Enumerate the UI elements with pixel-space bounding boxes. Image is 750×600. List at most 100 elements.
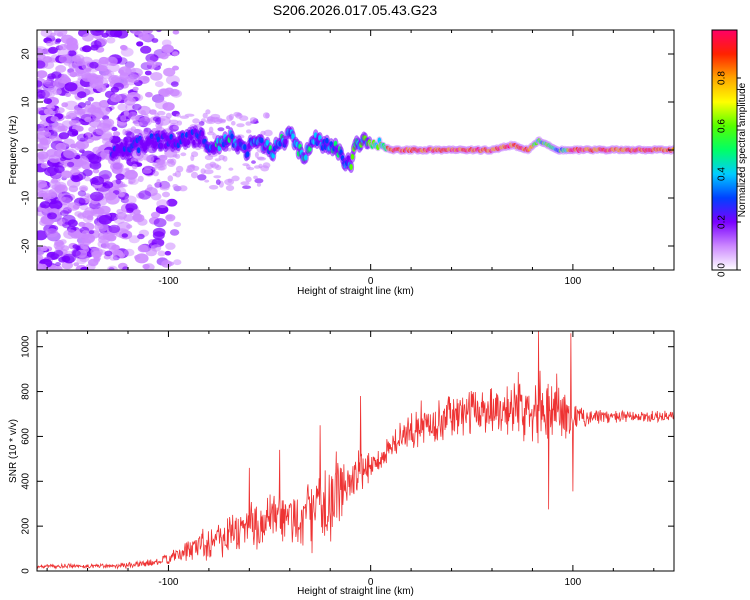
colorbar-tick-label: 0.4 bbox=[717, 167, 728, 181]
spectrogram-cell bbox=[144, 70, 152, 76]
spectrogram-cell bbox=[145, 53, 159, 63]
spectrogram-cell bbox=[72, 250, 81, 257]
spectrogram-cell bbox=[304, 154, 308, 161]
spectrogram-cell bbox=[122, 266, 129, 270]
spectrogram-cell bbox=[162, 102, 175, 111]
spectrogram-cell bbox=[170, 81, 179, 87]
spectrogram-cell bbox=[166, 214, 173, 220]
spectrogram-cell bbox=[134, 121, 143, 127]
spectrogram-cell bbox=[37, 127, 50, 136]
spectrogram-cell bbox=[110, 94, 122, 103]
x-tick-label: 0 bbox=[368, 577, 374, 588]
spectrogram-cell bbox=[284, 138, 288, 145]
spectrogram-cell bbox=[156, 110, 166, 116]
spectrogram-x-ticks: -100 0 100 bbox=[46, 30, 655, 287]
spectrogram-cell bbox=[37, 80, 43, 88]
spectrogram-cell bbox=[43, 79, 56, 88]
spectrogram-cell bbox=[110, 161, 124, 172]
snr-series-line bbox=[37, 331, 674, 570]
spectrogram-cells bbox=[37, 30, 674, 270]
spectrogram-cell bbox=[151, 94, 165, 103]
spectrogram-cell bbox=[146, 60, 155, 66]
spectrogram-cell bbox=[91, 176, 105, 186]
spectrogram-cell bbox=[155, 205, 169, 214]
spectrogram-cell bbox=[140, 45, 152, 54]
spectrogram-cell bbox=[45, 228, 59, 238]
spectrogram-cell bbox=[120, 44, 128, 51]
spectrogram-cell bbox=[263, 129, 273, 137]
spectrogram-cell bbox=[349, 164, 353, 170]
y-tick-label: -10 bbox=[21, 190, 32, 205]
spectrogram-cell bbox=[58, 132, 70, 140]
spectrogram-cell bbox=[84, 86, 96, 95]
spectrogram-cell bbox=[105, 69, 112, 74]
spectrogram-cell bbox=[120, 45, 129, 51]
spectrogram-cell bbox=[37, 207, 48, 217]
spectrogram-cell bbox=[155, 99, 169, 110]
spectrogram-cell bbox=[73, 262, 80, 267]
spectrogram-cell bbox=[59, 44, 68, 51]
spectrogram-cell bbox=[40, 163, 49, 169]
spectrogram-cell bbox=[161, 181, 167, 187]
spectrogram-cell bbox=[77, 91, 87, 99]
spectrogram-cell bbox=[123, 248, 135, 257]
spectrogram-cell bbox=[166, 183, 171, 188]
spectrogram-cell bbox=[39, 120, 49, 128]
spectrogram-cell bbox=[260, 130, 266, 136]
spectrogram-cell bbox=[134, 254, 141, 260]
spectrogram-cell bbox=[55, 90, 62, 95]
spectrogram-cell bbox=[47, 73, 56, 80]
spectrogram-cell bbox=[132, 209, 141, 215]
spectrogram-cell bbox=[172, 51, 179, 57]
spectrogram-cell bbox=[192, 165, 200, 171]
spectrogram-cell bbox=[254, 151, 259, 158]
spectrogram-cell bbox=[113, 216, 125, 224]
snr-x-label: Height of straight line (km) bbox=[297, 586, 414, 597]
spectrogram-cell bbox=[90, 191, 104, 202]
y-tick-label: 0 bbox=[21, 147, 32, 153]
spectrogram-cell bbox=[87, 154, 102, 164]
spectrogram-cell bbox=[113, 82, 124, 91]
spectrogram-cell bbox=[60, 197, 72, 205]
spectrogram-cell bbox=[137, 175, 144, 183]
spectrogram-cell bbox=[204, 163, 214, 170]
spectrogram-cell bbox=[90, 44, 99, 51]
spectrogram-cell bbox=[37, 263, 44, 269]
spectrogram-cell bbox=[95, 77, 104, 84]
y-tick-label: 10 bbox=[21, 96, 32, 108]
spectrogram-cell bbox=[208, 185, 219, 190]
spectrogram-cell bbox=[169, 229, 180, 236]
x-tick-label: -100 bbox=[158, 577, 178, 588]
spectrogram-cell bbox=[102, 181, 114, 189]
spectrogram-cell bbox=[56, 218, 66, 225]
spectrogram-cell bbox=[142, 168, 152, 174]
spectrogram-cell bbox=[40, 30, 53, 38]
spectrogram-cell bbox=[84, 176, 91, 182]
spectrogram-cell bbox=[158, 165, 165, 171]
spectrogram-cell bbox=[172, 184, 179, 189]
spectrogram-cell bbox=[37, 183, 49, 193]
spectrogram-cell bbox=[75, 107, 85, 116]
y-tick-label: 20 bbox=[21, 48, 32, 60]
spectrogram-cell bbox=[260, 165, 270, 172]
spectrogram-cell bbox=[111, 126, 118, 132]
spectrogram-cell bbox=[231, 120, 236, 126]
snr-y-label: SNR (10 * v/v) bbox=[8, 419, 19, 483]
spectrogram-cell bbox=[105, 56, 118, 66]
spectrogram-cell bbox=[325, 137, 329, 144]
spectrogram-cell bbox=[165, 242, 176, 250]
spectrogram-cell bbox=[67, 161, 75, 167]
spectrogram-cell bbox=[55, 38, 62, 43]
spectrogram-cell bbox=[217, 127, 225, 132]
spectrogram-cell bbox=[170, 89, 182, 98]
spectrogram-cell bbox=[63, 148, 78, 159]
spectrogram-cell bbox=[208, 126, 214, 133]
spectrogram-cell bbox=[225, 185, 235, 191]
spectrogram-cell bbox=[137, 244, 149, 253]
spectrogram-cell bbox=[152, 166, 157, 171]
spectrogram-cell bbox=[68, 120, 77, 126]
y-tick-label: 400 bbox=[21, 473, 32, 490]
spectrogram-cell bbox=[156, 161, 166, 165]
spectrogram-cell bbox=[40, 245, 48, 251]
